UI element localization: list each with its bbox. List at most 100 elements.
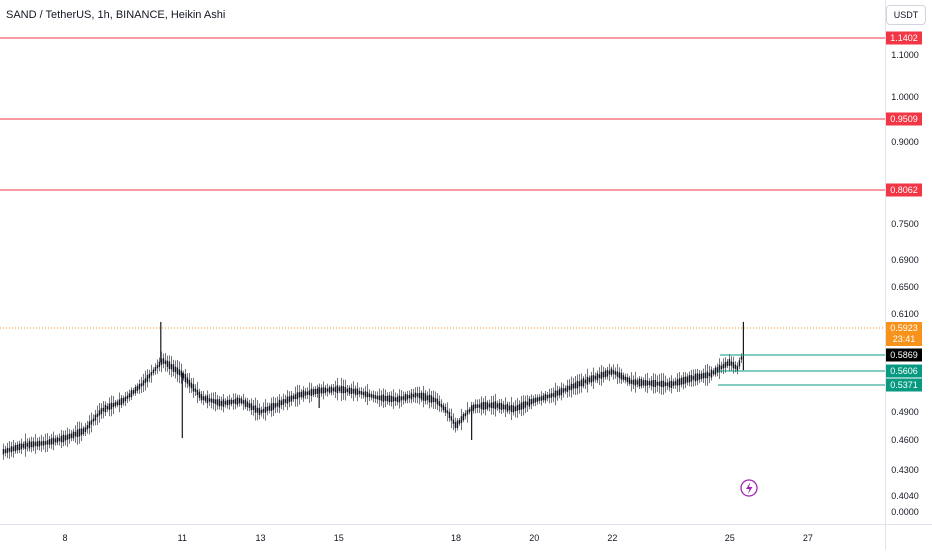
candle-body — [588, 377, 591, 383]
candle-body — [560, 387, 563, 396]
candle-body — [166, 360, 169, 367]
candle-body — [336, 385, 339, 394]
candle-body — [424, 393, 427, 402]
candle-body — [394, 397, 397, 401]
candle-body — [80, 428, 83, 436]
candle-body — [704, 372, 707, 379]
candle-body — [640, 379, 643, 387]
candle-body — [210, 398, 213, 403]
candle-body — [244, 399, 247, 407]
candle-body — [38, 440, 41, 447]
candle-body — [212, 398, 215, 404]
candle-body — [312, 389, 315, 395]
candle-body — [698, 373, 701, 380]
candle-body — [426, 395, 429, 401]
candle-body — [484, 401, 487, 410]
lightning-bolt-icon[interactable] — [740, 479, 758, 497]
candle-body — [30, 441, 33, 447]
price-tick-label: 0.4900 — [891, 407, 919, 417]
candle-body — [338, 387, 341, 392]
candle-body — [54, 438, 57, 443]
candle-body — [84, 427, 87, 432]
candle-body — [154, 367, 157, 372]
candle-body — [658, 381, 661, 386]
candle-body — [150, 372, 153, 376]
candle-body — [34, 442, 37, 446]
candle-body — [536, 397, 539, 402]
candle-body — [146, 375, 149, 382]
candle-body — [344, 387, 347, 393]
candle-body — [8, 448, 11, 452]
candle-body — [428, 394, 431, 403]
candle-body — [434, 398, 437, 403]
candle-body — [396, 396, 399, 402]
candle-body — [488, 403, 491, 408]
candle-body — [568, 385, 571, 390]
candle-body — [170, 363, 173, 370]
price-axis[interactable]: 1.1000 1.0000 0.9000 0.7500 0.6900 0.6500 0.61… — [891, 50, 919, 517]
candle-body — [226, 399, 229, 406]
candle-body — [92, 418, 95, 422]
candle-body — [672, 381, 675, 386]
candle-body — [270, 403, 273, 411]
candle-body — [364, 391, 367, 397]
candle-body — [140, 383, 143, 387]
candle-body — [406, 394, 409, 400]
candle-body — [246, 401, 249, 408]
candle-body — [236, 397, 239, 405]
candle-body — [630, 379, 633, 384]
candle-body — [676, 379, 679, 386]
candle-body — [64, 435, 67, 441]
candle-body — [300, 391, 303, 398]
candle-body — [448, 411, 451, 419]
candle-body — [222, 399, 225, 407]
candle-body — [664, 382, 667, 387]
candle-body — [174, 366, 177, 373]
candle-body — [626, 377, 629, 383]
candle-body — [214, 399, 217, 404]
candle-body — [12, 446, 15, 451]
candle-body — [128, 393, 131, 398]
support-level-label: 0.5606 — [890, 366, 918, 376]
candle-body — [268, 405, 271, 411]
candle-body — [522, 401, 525, 409]
candle-body — [126, 395, 129, 399]
candle-body — [350, 387, 353, 395]
time-axis[interactable]: 8 11 13 15 18 20 22 25 27 — [62, 533, 812, 543]
candle-body — [666, 382, 669, 386]
price-tick-label: 0.4040 — [891, 491, 919, 501]
candle-body — [10, 446, 13, 453]
candle-body — [532, 398, 535, 404]
currency-button[interactable]: USDT — [886, 5, 926, 25]
candle-body — [202, 396, 205, 401]
candle-body — [512, 405, 515, 413]
candle-body — [598, 374, 601, 378]
candle-body — [702, 373, 705, 379]
candle-body — [688, 375, 691, 383]
resistance-level-label-bg — [886, 112, 922, 126]
candle-body — [650, 380, 653, 387]
candle-body — [706, 371, 709, 379]
candle-body — [408, 395, 411, 399]
candle-body — [498, 402, 501, 410]
candle-body — [440, 403, 443, 408]
candle-body — [548, 394, 551, 398]
candle-body — [422, 392, 425, 401]
candle-body — [250, 403, 253, 411]
candle-body — [308, 390, 311, 396]
last-price-label-bg — [886, 348, 922, 362]
time-tick-label: 20 — [529, 533, 539, 543]
candle-body — [168, 361, 171, 369]
candle-body — [242, 400, 245, 404]
candle-body — [326, 388, 329, 392]
candle-body — [220, 401, 223, 406]
candle-body — [578, 381, 581, 387]
candle-body — [674, 381, 677, 385]
support-level-label-bg — [886, 378, 922, 392]
candle-body — [40, 441, 43, 446]
candle-body — [108, 403, 111, 411]
time-axis-divider — [0, 524, 932, 525]
candle-body — [366, 391, 369, 398]
